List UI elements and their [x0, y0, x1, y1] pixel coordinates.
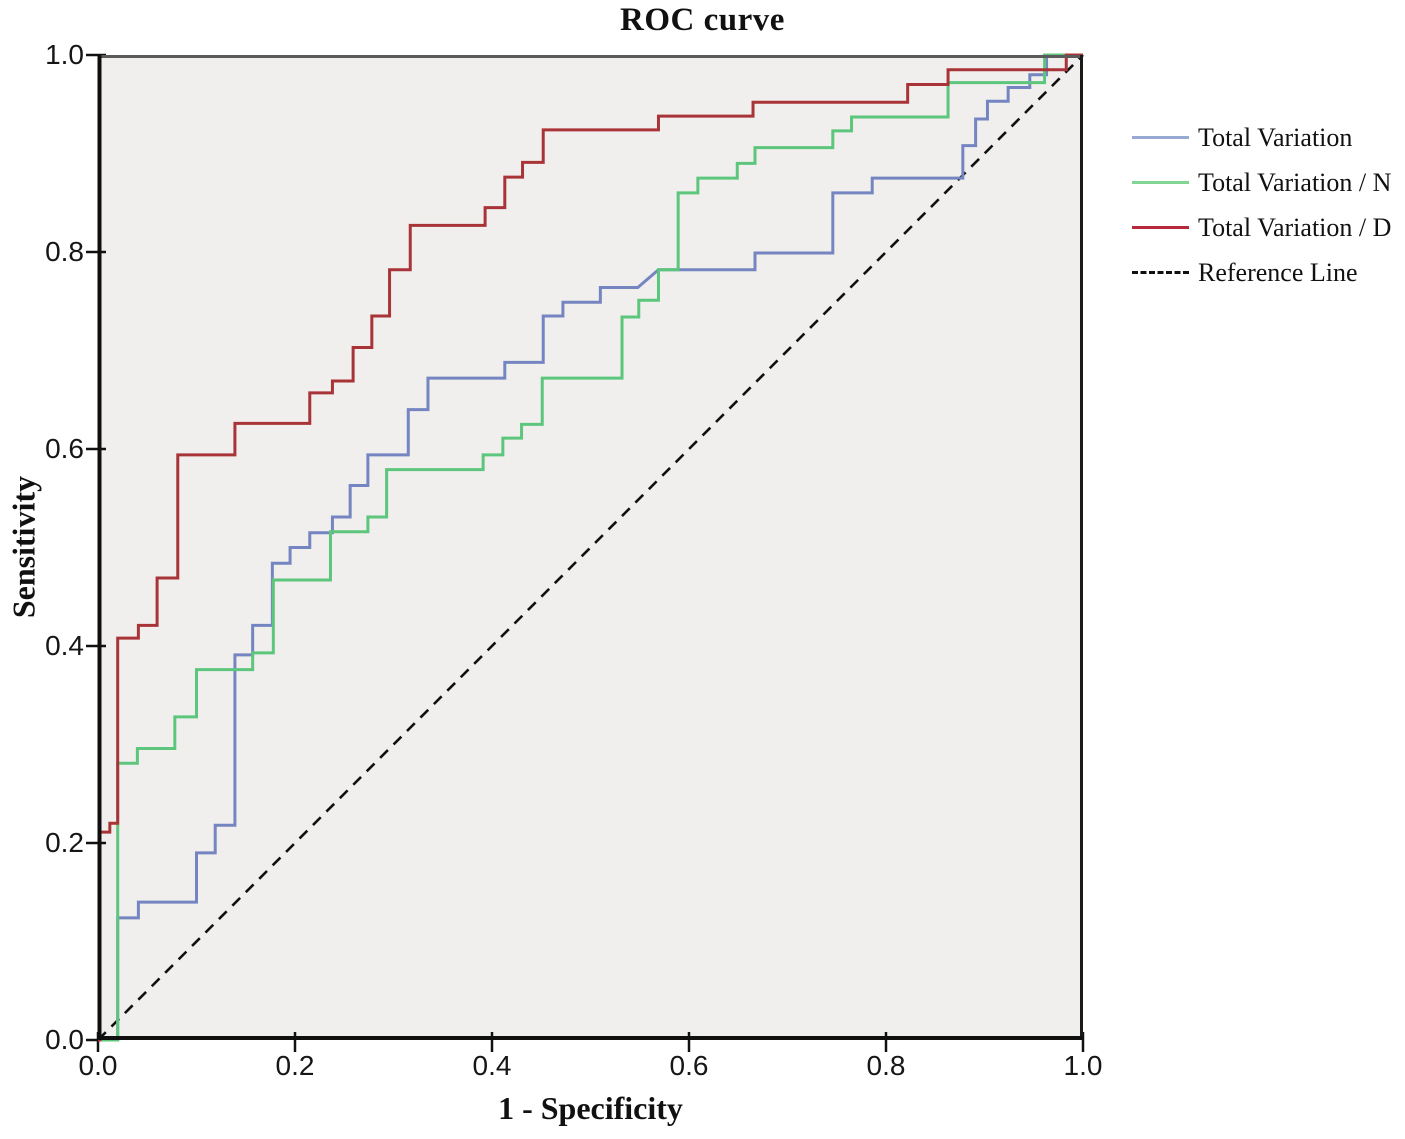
legend-label: Total Variation / N [1198, 167, 1392, 197]
x-tick-label: 0.8 [866, 1050, 906, 1081]
y-tick-label: 0.0 [45, 1024, 84, 1055]
legend-line-swatch [1132, 136, 1189, 139]
x-tick-label: 0.0 [78, 1050, 118, 1081]
y-tick-label: 1.0 [45, 39, 84, 70]
legend-line-swatch [1132, 181, 1189, 184]
legend-line-swatch [1132, 226, 1189, 229]
x-axis-title: 1 - Specificity [498, 1090, 683, 1126]
legend-label: Total Variation [1198, 122, 1353, 152]
y-tick-label: 0.2 [45, 827, 84, 858]
x-tick-label: 0.6 [669, 1050, 709, 1081]
legend-item: Total Variation [1132, 115, 1391, 160]
legend-item: Total Variation / D [1132, 205, 1391, 250]
roc-curve-total-variation-d [98, 53, 1083, 1042]
legend-label: Reference Line [1198, 257, 1358, 287]
reference-line [97, 54, 1084, 1041]
legend-dashed-line-swatch [1132, 271, 1189, 274]
legend-item: Reference Line [1132, 250, 1391, 295]
roc-curve-total-variation-n [98, 53, 1083, 1042]
legend-item: Total Variation / N [1132, 160, 1391, 205]
roc-curve-total-variation [98, 53, 1083, 1042]
x-tick-label: 1.0 [1063, 1050, 1103, 1081]
y-tick-label: 0.6 [45, 433, 84, 464]
x-tick-label: 0.4 [472, 1050, 512, 1081]
y-axis-title: Sensitivity [5, 475, 42, 619]
y-tick-label: 0.4 [45, 630, 84, 661]
plot-area [86, 53, 1085, 1052]
roc-svg [86, 53, 1085, 1052]
legend-label: Total Variation / D [1198, 212, 1392, 242]
chart-title: ROC curve [620, 2, 785, 38]
x-tick-label: 0.2 [275, 1050, 315, 1081]
legend: Total Variation Total Variation / N Total … [1132, 115, 1391, 295]
y-tick-label: 0.8 [45, 236, 84, 267]
